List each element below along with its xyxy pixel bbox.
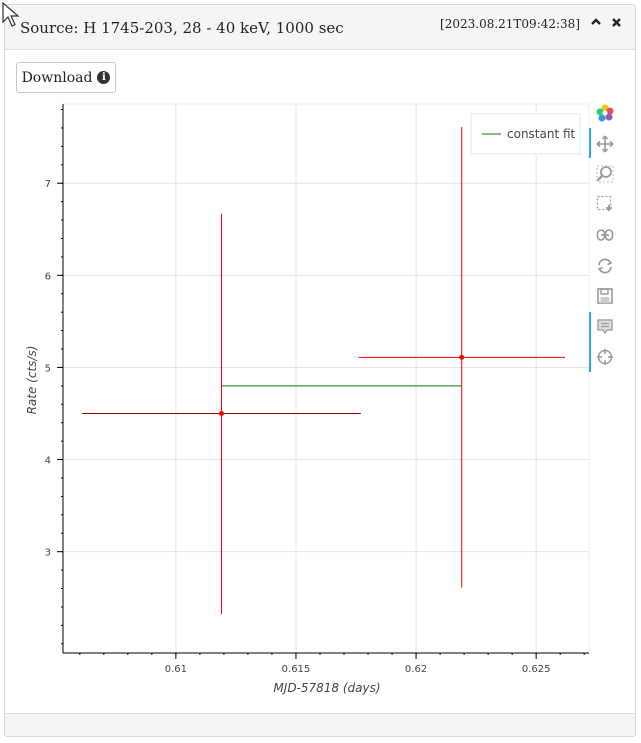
panel-footer bbox=[5, 713, 635, 736]
crosshair-icon[interactable] bbox=[594, 346, 616, 368]
data-point bbox=[459, 354, 465, 360]
download-label: Download bbox=[21, 69, 93, 86]
link-icon[interactable] bbox=[594, 224, 616, 246]
hover-icon[interactable] bbox=[594, 316, 616, 338]
plot-frame bbox=[62, 103, 590, 654]
info-circle-icon: i bbox=[97, 71, 111, 84]
data-point bbox=[219, 411, 225, 417]
bokeh-logo-icon[interactable] bbox=[594, 102, 616, 124]
panel-header: Source: H 1745-203, 28 - 40 keV, 1000 se… bbox=[5, 5, 635, 50]
panel-timestamp: [2023.08.21T09:42:38] bbox=[440, 17, 580, 31]
x-axis-label: MJD-57818 (days) bbox=[273, 681, 380, 695]
mouse-cursor-icon bbox=[2, 2, 20, 27]
grid bbox=[62, 103, 590, 654]
y-tick-label: 7 bbox=[45, 179, 51, 190]
reset-icon[interactable] bbox=[594, 255, 616, 277]
pan-icon[interactable] bbox=[594, 133, 616, 155]
y-tick-label: 4 bbox=[45, 456, 51, 467]
data-layer bbox=[82, 127, 565, 615]
axes: 0.61 0.615 0.62 0.625 3 4 5 6 7 bbox=[45, 104, 589, 675]
y-tick-label: 5 bbox=[45, 363, 51, 374]
x-tick-label: 0.62 bbox=[405, 664, 427, 675]
legend: constant fit bbox=[470, 113, 581, 155]
y-axis-label: Rate (cts/s) bbox=[25, 346, 39, 415]
download-button[interactable]: Download i bbox=[16, 62, 116, 93]
legend-label: constant fit bbox=[507, 127, 576, 141]
save-icon[interactable] bbox=[594, 285, 616, 307]
active-tool-indicator bbox=[589, 312, 591, 372]
box-zoom-icon[interactable] bbox=[594, 193, 616, 215]
x-tick-label: 0.625 bbox=[522, 664, 551, 675]
x-tick-label: 0.61 bbox=[165, 664, 187, 675]
x-tick-label: 0.615 bbox=[282, 664, 311, 675]
active-tool-indicator bbox=[589, 128, 591, 158]
wheel-zoom-icon[interactable] bbox=[594, 163, 616, 185]
panel-title: Source: H 1745-203, 28 - 40 keV, 1000 se… bbox=[20, 19, 344, 37]
y-tick-label: 3 bbox=[45, 548, 51, 559]
close-icon[interactable] bbox=[607, 15, 625, 35]
chevron-up-icon[interactable] bbox=[587, 15, 605, 35]
y-tick-label: 6 bbox=[45, 271, 51, 282]
